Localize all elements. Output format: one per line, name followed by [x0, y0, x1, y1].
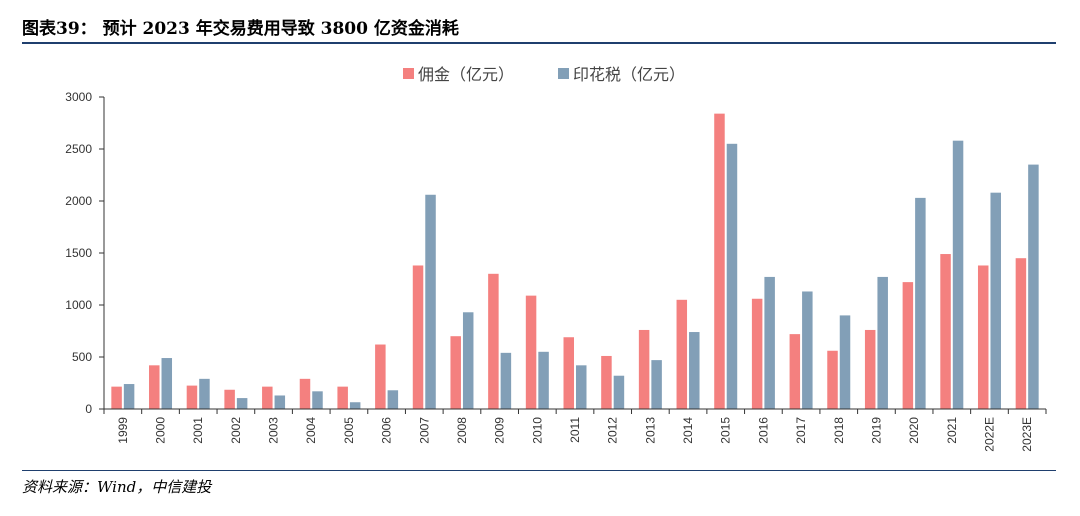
x-tick-label: 2013 — [643, 417, 657, 444]
bar-commission-2021 — [940, 254, 951, 409]
x-tick-label: 2016 — [756, 417, 770, 444]
bar-stamp-duty-2005 — [349, 402, 361, 409]
bar-stamp-duty-2000 — [161, 358, 173, 409]
chart-legend: 佣金（亿元） 印花税（亿元） — [403, 65, 685, 84]
bar-stamp-duty-2011 — [576, 365, 587, 409]
bar-stamp-duty-2010 — [538, 351, 549, 409]
bar-commission-2012 — [601, 355, 612, 409]
bar-commission-2022E — [977, 265, 989, 409]
bar-stamp-duty-2006 — [387, 390, 399, 409]
y-axis: 0 500 1000 1500 2000 2500 3000 — [65, 90, 105, 416]
x-tick-label: 2001 — [191, 417, 205, 444]
x-tick-label: 2018 — [832, 417, 846, 444]
legend-label-1: 印花税（亿元） — [573, 65, 685, 84]
y-tick-label: 0 — [85, 402, 92, 416]
y-tick-label: 3000 — [65, 90, 92, 104]
y-tick-label: 500 — [72, 350, 92, 364]
x-tick-label: 2011 — [568, 417, 582, 443]
x-tick-label: 2008 — [455, 417, 469, 444]
x-tick-label: 2003 — [267, 417, 281, 444]
y-tick-label: 1000 — [65, 298, 92, 312]
bar-commission-2011 — [563, 337, 574, 409]
x-tick-label: 2006 — [380, 417, 394, 444]
bar-commission-2019 — [864, 329, 876, 409]
bar-commission-2006 — [375, 344, 386, 409]
bar-stamp-duty-2007 — [425, 194, 436, 409]
bar-stamp-duty-2004 — [312, 391, 323, 409]
bar-stamp-duty-2008 — [462, 312, 474, 409]
bar-commission-2007 — [412, 265, 424, 409]
x-tick-label: 2019 — [869, 417, 883, 444]
x-tick-label: 2009 — [493, 417, 507, 444]
x-tick-label: 2015 — [719, 417, 733, 444]
x-tick-label: 2020 — [907, 417, 921, 444]
bar-commission-2003 — [262, 386, 273, 409]
x-tick-label: 2007 — [417, 417, 431, 444]
bar-stamp-duty-2003 — [274, 395, 286, 409]
bars-group — [111, 113, 1039, 410]
x-tick-label: 2005 — [342, 417, 356, 444]
bar-commission-2005 — [337, 386, 348, 409]
bar-stamp-duty-2018 — [839, 315, 851, 409]
bar-stamp-duty-2021 — [952, 140, 964, 409]
x-tick-label: 2022E — [982, 417, 996, 452]
bar-commission-2023E — [1015, 258, 1027, 409]
x-tick-label: 2021 — [945, 417, 959, 444]
bar-commission-2009 — [488, 273, 499, 409]
bar-commission-2015 — [714, 113, 725, 409]
source-note: 资料来源：Wind，中信建投 — [22, 478, 212, 496]
x-tick-label: 2004 — [304, 417, 318, 444]
bar-commission-2014 — [676, 299, 688, 409]
x-tick-label: 2014 — [681, 417, 695, 444]
bar-commission-2010 — [525, 295, 537, 409]
bar-stamp-duty-2023E — [1028, 164, 1039, 409]
y-tick-label: 2500 — [65, 142, 92, 156]
bar-chart: 佣金（亿元） 印花税（亿元） 0 500 1000 1500 2000 2500 3000 1… — [65, 65, 1047, 452]
bar-stamp-duty-2019 — [877, 276, 888, 409]
bar-commission-2018 — [827, 350, 838, 409]
bar-commission-2008 — [450, 336, 461, 409]
y-tick-label: 1500 — [65, 246, 92, 260]
legend-label-0: 佣金（亿元） — [418, 65, 514, 84]
bar-stamp-duty-1999 — [123, 384, 135, 409]
bar-stamp-duty-2001 — [199, 378, 210, 409]
bar-stamp-duty-2012 — [613, 375, 625, 409]
x-tick-label: 2012 — [606, 417, 620, 444]
bar-stamp-duty-2016 — [764, 276, 775, 409]
x-axis: 1999 2000 2001 2002 2003 2004 2005 2006 2007 2008… — [103, 408, 1047, 452]
bar-commission-2020 — [902, 282, 914, 409]
bar-stamp-duty-2022E — [990, 192, 1001, 409]
bar-commission-1999 — [111, 386, 122, 409]
bar-commission-2002 — [224, 389, 235, 409]
x-tick-label: 2002 — [229, 417, 243, 444]
x-tick-label: 1999 — [116, 417, 130, 444]
bar-commission-2013 — [638, 329, 650, 409]
bar-commission-2016 — [751, 298, 763, 409]
bar-stamp-duty-2017 — [802, 291, 813, 409]
legend-swatch-1 — [558, 68, 569, 79]
y-tick-label: 2000 — [65, 194, 92, 208]
x-tick-label: 2023E — [1020, 417, 1034, 452]
title-rule — [22, 42, 1056, 44]
figure-title: 图表39： 预计 2023 年交易费用导致 3800 亿资金消耗 — [22, 19, 459, 39]
x-tick-label: 2010 — [530, 417, 544, 444]
bar-stamp-duty-2014 — [689, 332, 700, 409]
bar-commission-2017 — [789, 334, 801, 409]
legend-swatch-0 — [403, 68, 414, 79]
bar-commission-2000 — [149, 365, 160, 409]
bar-stamp-duty-2020 — [915, 197, 926, 409]
bar-commission-2004 — [299, 378, 311, 409]
bar-stamp-duty-2009 — [500, 352, 512, 409]
bar-stamp-duty-2013 — [651, 360, 662, 409]
x-tick-label: 2000 — [154, 417, 168, 444]
bar-stamp-duty-2002 — [236, 398, 248, 409]
bar-stamp-duty-2015 — [726, 143, 738, 410]
source-rule — [22, 470, 1056, 471]
x-tick-label: 2017 — [794, 417, 808, 444]
bar-commission-2001 — [186, 385, 198, 409]
